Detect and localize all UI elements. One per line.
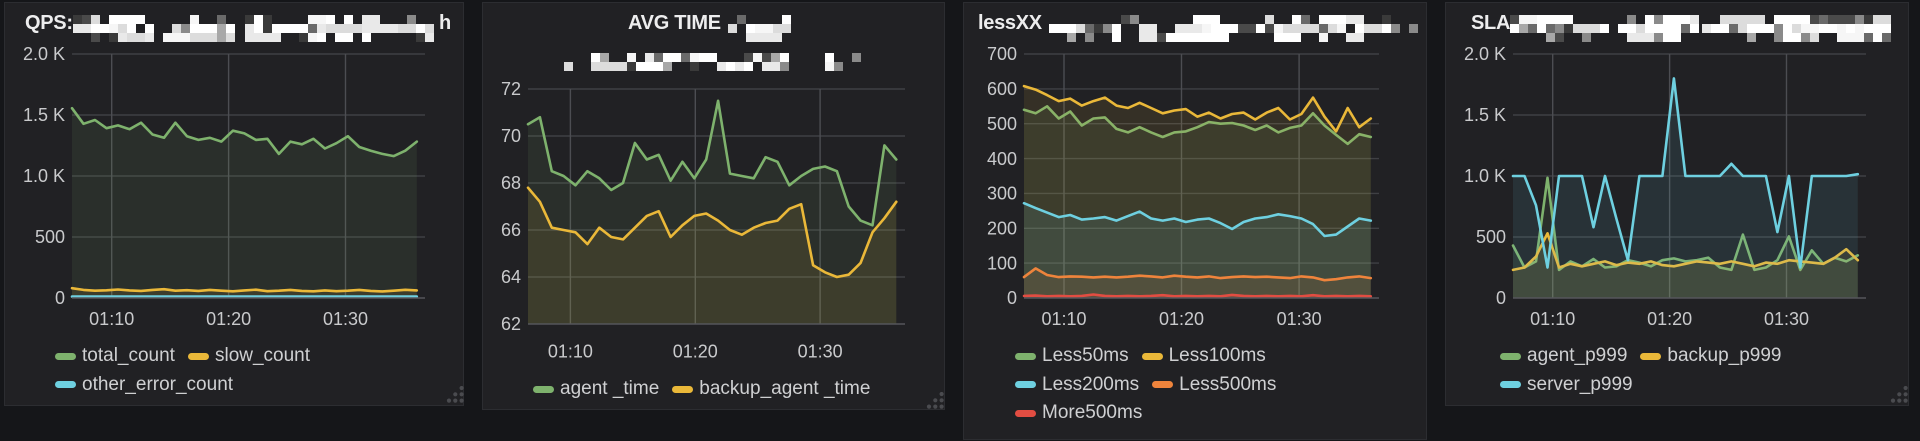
- svg-text:01:20: 01:20: [206, 309, 251, 329]
- svg-text:01:20: 01:20: [1159, 309, 1204, 329]
- svg-text:01:10: 01:10: [1530, 309, 1575, 329]
- svg-text:01:30: 01:30: [1277, 309, 1322, 329]
- svg-text:400: 400: [987, 149, 1017, 169]
- svg-text:200: 200: [987, 219, 1017, 239]
- svg-text:1.5 K: 1.5 K: [23, 105, 65, 125]
- svg-text:62: 62: [501, 314, 521, 334]
- svg-text:01:20: 01:20: [673, 342, 718, 362]
- svg-text:500: 500: [1476, 227, 1506, 247]
- svg-text:100: 100: [987, 253, 1017, 273]
- svg-text:01:10: 01:10: [1041, 309, 1086, 329]
- svg-text:01:30: 01:30: [1764, 309, 1809, 329]
- svg-text:01:10: 01:10: [89, 309, 134, 329]
- svg-text:01:30: 01:30: [323, 309, 368, 329]
- svg-text:500: 500: [987, 114, 1017, 134]
- svg-text:66: 66: [501, 220, 521, 240]
- svg-text:01:30: 01:30: [798, 342, 843, 362]
- svg-text:70: 70: [501, 126, 521, 146]
- svg-text:64: 64: [501, 267, 521, 287]
- svg-text:600: 600: [987, 79, 1017, 99]
- svg-text:2.0 K: 2.0 K: [1464, 44, 1506, 64]
- svg-text:01:20: 01:20: [1647, 309, 1692, 329]
- svg-text:2.0 K: 2.0 K: [23, 44, 65, 64]
- svg-text:0: 0: [55, 288, 65, 308]
- svg-text:500: 500: [35, 227, 65, 247]
- svg-text:300: 300: [987, 184, 1017, 204]
- svg-text:72: 72: [501, 79, 521, 99]
- svg-text:1.0 K: 1.0 K: [1464, 166, 1506, 186]
- svg-text:0: 0: [1496, 288, 1506, 308]
- svg-text:1.0 K: 1.0 K: [23, 166, 65, 186]
- svg-text:1.5 K: 1.5 K: [1464, 105, 1506, 125]
- svg-text:01:10: 01:10: [548, 342, 593, 362]
- svg-text:0: 0: [1007, 288, 1017, 308]
- svg-text:700: 700: [987, 44, 1017, 64]
- svg-text:68: 68: [501, 173, 521, 193]
